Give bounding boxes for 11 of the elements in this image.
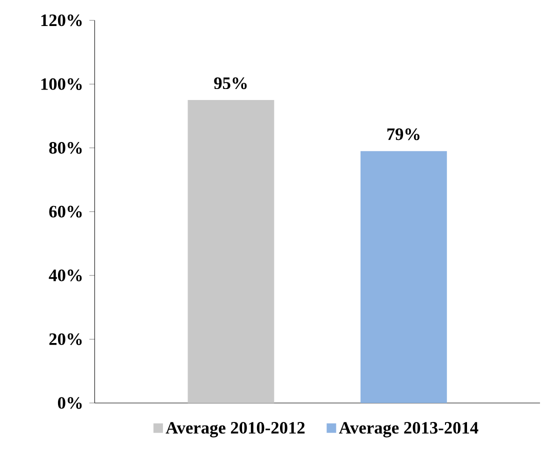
y-tick-label: 120% <box>41 14 82 26</box>
y-tick-label: 60% <box>49 206 82 218</box>
y-tick-label: 40% <box>48 270 82 282</box>
y-tick-label: 20% <box>49 333 82 346</box>
data-label: 79% <box>387 128 420 140</box>
y-tick-label: 80% <box>49 142 82 154</box>
legend-label: Average 2010-2012 <box>166 422 305 438</box>
data-label: 95% <box>214 77 247 90</box>
y-tick-label: 100% <box>41 78 82 90</box>
y-tick-label: 0% <box>58 397 82 409</box>
legend-label: Average 2013-2014 <box>338 422 478 438</box>
